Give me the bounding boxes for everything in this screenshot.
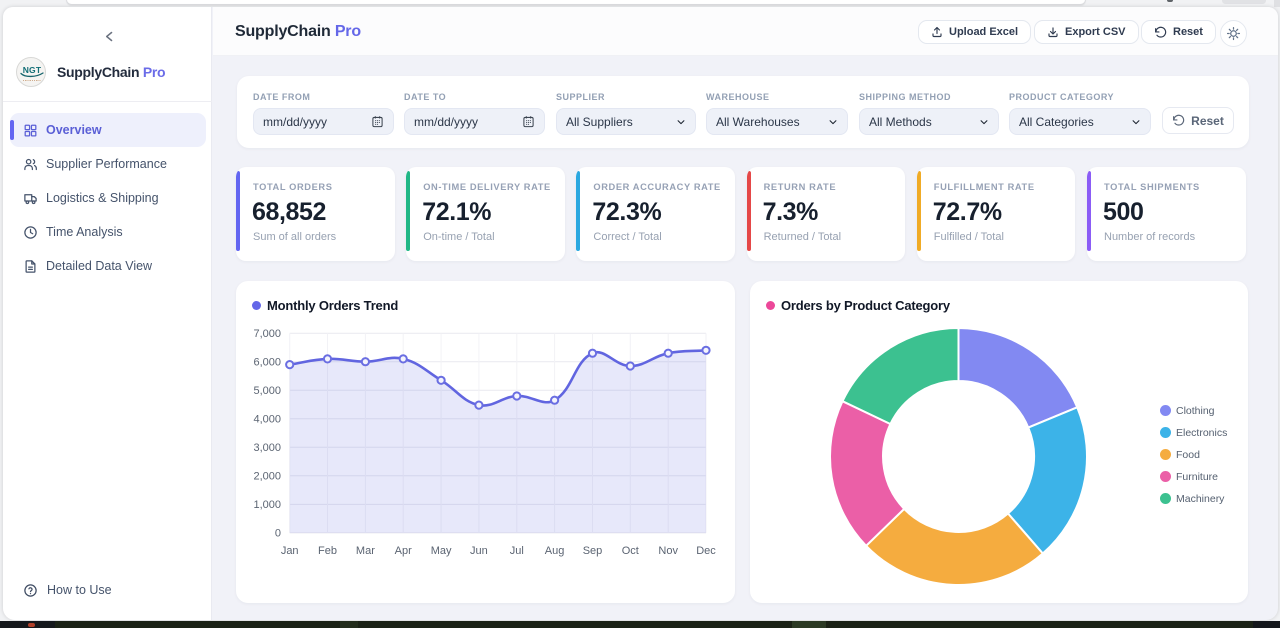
svg-text:5,000: 5,000 — [253, 384, 281, 396]
svg-text:Feb: Feb — [318, 544, 337, 556]
svg-text:Jun: Jun — [470, 544, 488, 556]
svg-text:0: 0 — [275, 527, 281, 539]
svg-text:1,000: 1,000 — [253, 499, 281, 511]
svg-text:6,000: 6,000 — [253, 356, 281, 368]
svg-text:Jul: Jul — [510, 544, 524, 556]
svg-text:Oct: Oct — [622, 544, 639, 556]
svg-text:Aug: Aug — [545, 544, 565, 556]
svg-text:7,000: 7,000 — [253, 327, 281, 339]
svg-text:2,000: 2,000 — [253, 470, 281, 482]
svg-text:Nov: Nov — [658, 544, 678, 556]
svg-text:4,000: 4,000 — [253, 413, 281, 425]
svg-text:Apr: Apr — [395, 544, 412, 556]
svg-text:May: May — [431, 544, 452, 556]
svg-text:Jan: Jan — [281, 544, 299, 556]
svg-text:Mar: Mar — [356, 544, 375, 556]
svg-text:3,000: 3,000 — [253, 441, 281, 453]
svg-text:Sep: Sep — [583, 544, 603, 556]
svg-text:Dec: Dec — [696, 544, 716, 556]
